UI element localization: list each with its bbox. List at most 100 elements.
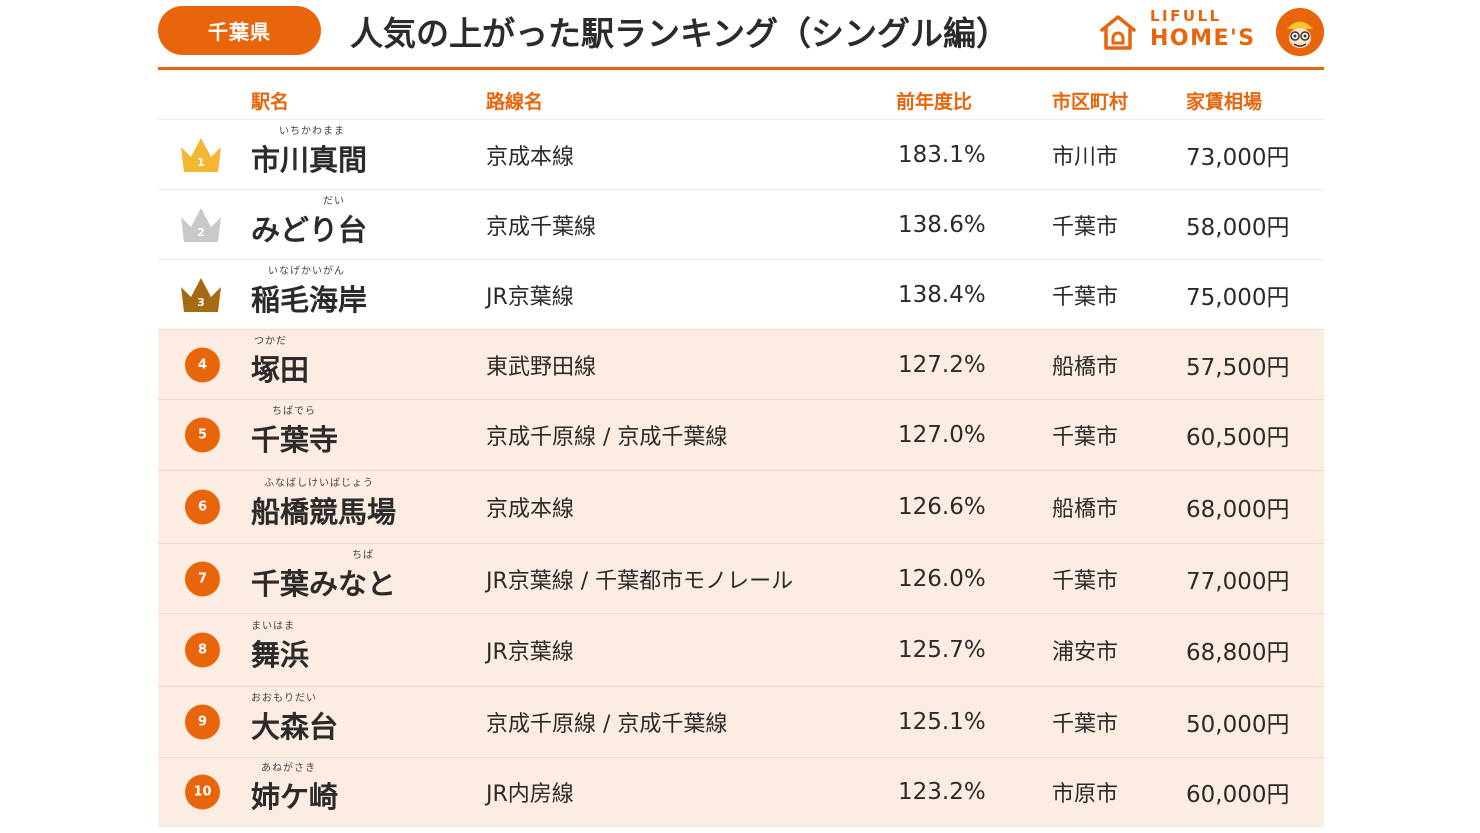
line-name: 京成千原線 / 京成千葉線 xyxy=(486,425,728,450)
station-name: 市川真間 xyxy=(251,142,368,177)
line-name: JR京葉線 xyxy=(486,640,574,665)
station-name: 姉ケ崎 xyxy=(251,780,339,814)
station-reading: おおもりだい xyxy=(251,693,317,704)
rent-value: 68,000円 xyxy=(1186,497,1290,523)
rank-circle-icon: 6 xyxy=(185,489,220,525)
rent-value: 57,500円 xyxy=(1186,354,1290,381)
station-name: 大森台 xyxy=(251,710,339,744)
table-row: 8 まいはま舞浜 JR京葉線 125.7% 浦安市 68,800円 xyxy=(158,613,1324,686)
station-cell: おおもりだい 大森台 xyxy=(251,693,339,745)
house-logo-icon xyxy=(1100,15,1136,50)
city-name: 千葉市 xyxy=(1052,214,1119,240)
yoy-ratio: 126.0% xyxy=(898,565,986,592)
column-header-ratio: 前年度比 xyxy=(896,90,973,113)
city-name: 船橋市 xyxy=(1052,354,1119,380)
station-reading: ちばでら xyxy=(272,406,317,417)
station-reading: つかだ xyxy=(254,335,288,347)
rank-circle-icon: 9 xyxy=(185,704,220,740)
yoy-ratio: 126.6% xyxy=(898,494,986,520)
column-header-rent: 家賃相場 xyxy=(1186,90,1263,113)
rent-value: 60,500円 xyxy=(1186,425,1290,451)
prefecture-badge: 千葉県 xyxy=(158,6,321,55)
city-name: 船橋市 xyxy=(1052,497,1119,522)
table-row: 7 ちば千葉みなと JR京葉線 / 千葉都市モノレール 126.0% 千葉市 77,000… xyxy=(158,543,1324,613)
station-cell: あねがさき姉ケ崎 xyxy=(251,763,339,815)
city-name: 市原市 xyxy=(1052,782,1119,807)
station-cell: ちば千葉みなと xyxy=(251,550,397,602)
yoy-ratio: 127.0% xyxy=(898,422,986,448)
station-reading: いなげかいがん xyxy=(268,265,346,277)
station-reading: ふなばしけいばじょう xyxy=(264,478,375,489)
rent-value: 60,000円 xyxy=(1186,782,1290,808)
station-name: 船橋競馬場 xyxy=(251,495,397,529)
rank-circle-icon: 4 xyxy=(185,347,220,382)
rank-circle-icon: 7 xyxy=(185,561,220,596)
station-reading: ちば xyxy=(352,549,375,561)
city-name: 千葉市 xyxy=(1052,425,1119,450)
line-name: JR京葉線 xyxy=(486,284,574,310)
line-name: JR内房線 xyxy=(486,782,574,807)
station-cell: いなげかいがん稲毛海岸 xyxy=(251,266,368,318)
rank-circle-icon: 10 xyxy=(185,774,220,810)
table-row: 2 だい みどり台 京成千葉線 138.6% 千葉市 58,000円 xyxy=(158,189,1324,259)
line-name: 東武野田線 xyxy=(486,354,597,380)
station-reading: あねがさき xyxy=(261,763,317,774)
column-header-line: 路線名 xyxy=(486,90,544,113)
rent-value: 58,000円 xyxy=(1186,214,1290,241)
yoy-ratio: 183.1% xyxy=(898,141,986,168)
column-header-station: 駅名 xyxy=(251,90,290,113)
mascot-icon xyxy=(1276,8,1324,56)
station-cell: ふなばしけいばじょう船橋競馬場 xyxy=(251,478,397,530)
bronze-crown-icon: 3 xyxy=(181,277,221,312)
rent-value: 68,800円 xyxy=(1186,640,1290,666)
line-name: 京成本線 xyxy=(486,144,575,170)
page-title: 人気の上がった駅ランキング（シングル編） xyxy=(350,14,1010,53)
station-cell: だいみどり台 xyxy=(251,196,368,248)
yoy-ratio: 125.7% xyxy=(898,637,986,663)
header-divider xyxy=(158,67,1324,70)
line-name: 京成本線 xyxy=(486,497,575,522)
city-name: 千葉市 xyxy=(1052,712,1119,737)
rent-value: 75,000円 xyxy=(1186,284,1290,311)
column-header-city: 市区町村 xyxy=(1052,90,1129,113)
city-name: 市川市 xyxy=(1052,144,1119,170)
station-name: 舞浜 xyxy=(251,638,310,672)
line-name: 京成千葉線 xyxy=(486,214,597,240)
rank-number: 3 xyxy=(197,296,205,309)
table-row: 5 ちばでら 千葉寺 京成千原線 / 京成千葉線 127.0% 千葉市 60,500円 xyxy=(158,399,1324,470)
rent-value: 50,000円 xyxy=(1186,712,1290,738)
station-cell: ちばでら 千葉寺 xyxy=(251,406,338,458)
station-name: 塚田 xyxy=(251,352,310,387)
yoy-ratio: 125.1% xyxy=(898,709,986,735)
line-name: JR京葉線 / 千葉都市モノレール xyxy=(486,568,794,594)
brand-line1: LIFULL xyxy=(1150,7,1222,25)
rank-circle-icon: 8 xyxy=(185,632,220,668)
station-reading: まいはま xyxy=(251,621,295,632)
table-row: 3 いなげかいがん 稲毛海岸 JR京葉線 138.4% 千葉市 75,000円 xyxy=(158,259,1324,329)
silver-crown-icon: 2 xyxy=(181,207,221,242)
station-cell: まいはま 舞浜 xyxy=(251,621,310,673)
station-reading: だい xyxy=(323,195,346,207)
station-name: 稲毛海岸 xyxy=(251,282,368,317)
station-cell: つかだ 塚田 xyxy=(251,336,310,388)
ranking-table: 1 いちかわまま 市川真間 京成本線 183.1% 市川市 73,000円 2 だい みどり台 京成… xyxy=(158,119,1324,827)
table-row: 4 つかだ 塚田 東武野田線 127.2% 船橋市 57,500円 xyxy=(158,329,1324,399)
table-row: 10 あねがさき姉ケ崎 JR内房線 123.2% 市原市 60,000円 xyxy=(158,757,1324,827)
station-cell: いちかわまま市川真間 xyxy=(251,126,368,178)
rank-circle-icon: 5 xyxy=(185,417,220,453)
table-row: 6 ふなばしけいばじょう船橋競馬場 京成本線 126.6% 船橋市 68,000円 xyxy=(158,470,1324,543)
station-name: 千葉みなと xyxy=(251,566,397,601)
table-row: 9 おおもりだい大森台 京成千原線 / 京成千葉線 125.1% 千葉市 50,000円 xyxy=(158,686,1324,757)
city-name: 千葉市 xyxy=(1052,568,1119,594)
gold-crown-icon: 1 xyxy=(181,137,221,172)
rent-value: 77,000円 xyxy=(1186,568,1290,595)
city-name: 千葉市 xyxy=(1052,284,1119,310)
station-reading: いちかわまま xyxy=(279,125,346,137)
rent-value: 73,000円 xyxy=(1186,144,1290,171)
city-name: 浦安市 xyxy=(1052,640,1119,665)
line-name: 京成千原線 / 京成千葉線 xyxy=(486,712,728,737)
station-name: みどり台 xyxy=(251,212,368,247)
brand-line2: HOME'S xyxy=(1150,26,1256,51)
yoy-ratio: 123.2% xyxy=(898,779,986,805)
